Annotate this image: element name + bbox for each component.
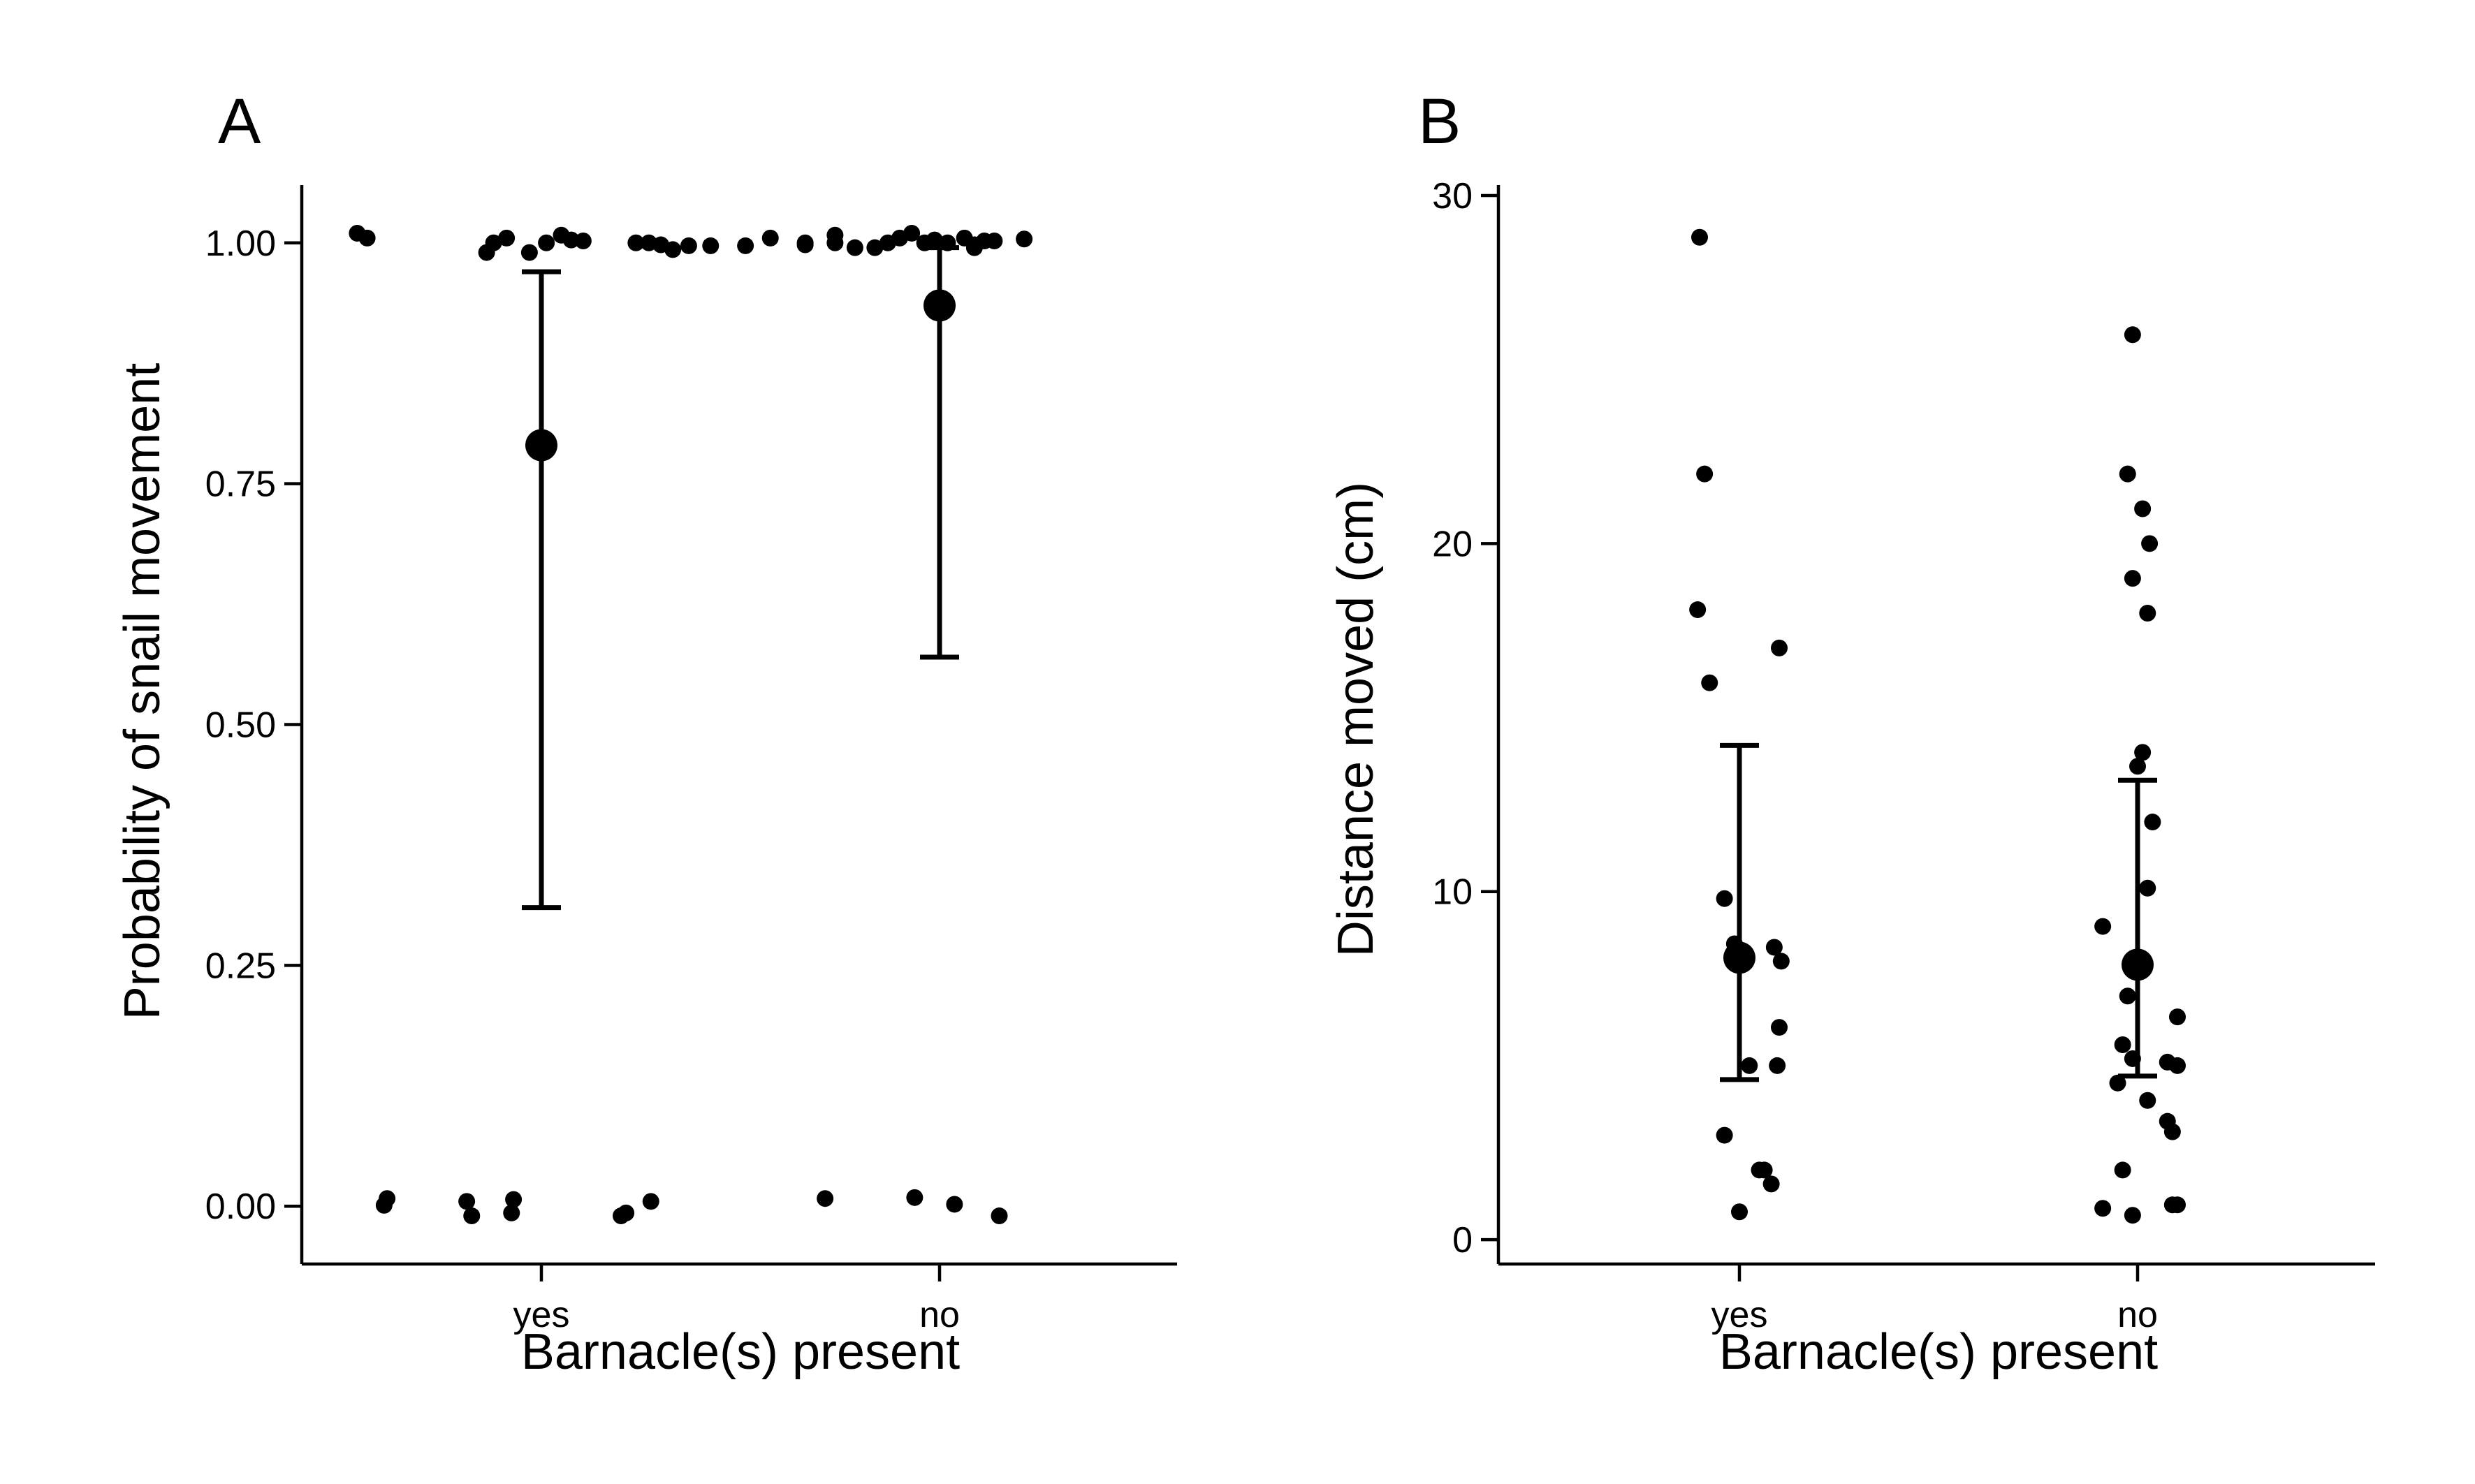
- panel-b-data-point: [2134, 744, 2152, 761]
- panel-b-data-point: [1691, 228, 1708, 246]
- panel-a-data-point: [680, 237, 697, 254]
- panel-b-mean-point-no: [2122, 948, 2154, 981]
- panel-b-data-point: [2109, 1074, 2126, 1092]
- panel-a-plot-area: 0.00 0.25 0.50 0.75 1.00: [205, 185, 1177, 1281]
- panel-a-data-point: [458, 1193, 476, 1210]
- panel-a-data-point: [965, 239, 983, 256]
- panel-b-data-point: [2094, 1200, 2112, 1217]
- panel-b-x-tick-yes: yes: [1711, 1295, 1768, 1335]
- panel-a-data-point: [664, 241, 682, 258]
- panel-b-data-point: [1755, 1161, 1773, 1179]
- panel-a-data-point: [627, 234, 645, 251]
- panel-b-label: B: [1418, 86, 1461, 157]
- panel-a-data-point: [866, 239, 884, 256]
- panel-b-data-point: [2169, 1008, 2186, 1026]
- panel-b-data-point: [1696, 465, 1714, 483]
- panel-b-data-point: [2119, 987, 2136, 1005]
- panel-b-distance-moved: B 0 10 20 30 yes no Barnacle(s) present Dis…: [1328, 86, 2375, 1380]
- panel-b-data-point: [1701, 674, 1718, 691]
- panel-b-data-point: [2124, 326, 2141, 344]
- panel-a-y-tick-label: 1.00: [205, 223, 276, 264]
- panel-b-data-point: [1772, 953, 1790, 970]
- panel-b-data-point: [2144, 814, 2161, 831]
- panel-a-data-point: [358, 229, 376, 247]
- panel-b-data-point: [2114, 1161, 2131, 1179]
- panel-b-data-point: [2124, 1207, 2141, 1224]
- panel-b-data-point: [1771, 639, 1788, 656]
- panel-a-y-tick-label: 0.00: [205, 1187, 276, 1227]
- panel-b-y-tick-label: 30: [1432, 176, 1473, 216]
- panel-a-x-tick-yes: yes: [513, 1295, 570, 1335]
- panel-a-probability-of-movement: A 0.00 0.25 0.50 0.75 1.00 yes no Barnacle(s…: [115, 86, 1177, 1380]
- panel-b-x-tick-no: no: [2117, 1295, 2158, 1335]
- panel-a-data-point: [846, 239, 863, 256]
- panel-a-data-point: [903, 224, 921, 242]
- panel-a-data-point: [562, 231, 580, 249]
- panel-b-data-point: [2114, 1036, 2131, 1054]
- panel-b-x-axis-title: Barnacle(s) present: [1719, 1324, 2158, 1380]
- panel-b-data-point: [2129, 758, 2146, 775]
- panel-b-data-point: [2094, 918, 2112, 935]
- panel-b-data-point: [1769, 1057, 1786, 1074]
- panel-a-data-point: [991, 1207, 1008, 1225]
- panel-a-data-point: [618, 1204, 635, 1221]
- panel-a-data-point: [505, 1191, 523, 1208]
- panel-a-data-point: [761, 229, 779, 247]
- panel-b-y-tick-label: 0: [1452, 1220, 1473, 1261]
- panel-a-x-axis-title: Barnacle(s) present: [521, 1324, 960, 1380]
- panel-a-data-point: [375, 1196, 393, 1214]
- panel-a-data-point: [498, 229, 516, 247]
- panel-a-data-point: [946, 1196, 963, 1213]
- panel-a-data-point: [826, 234, 844, 251]
- panel-a-data-point: [702, 237, 720, 254]
- panel-a-data-point: [463, 1207, 481, 1225]
- panel-a-data-point: [926, 231, 943, 249]
- panel-a-data-point: [520, 244, 538, 261]
- panel-a-y-tick-label: 0.75: [205, 464, 276, 505]
- panel-b-data-point: [2139, 1092, 2156, 1109]
- panel-a-mean-point-yes: [525, 429, 557, 462]
- panel-b-data-point: [1771, 1019, 1788, 1036]
- panel-b-data-point: [2119, 465, 2136, 483]
- panel-a-data-point: [574, 233, 592, 250]
- panel-a-data-point: [1016, 230, 1033, 248]
- panel-b-data-point: [1762, 1175, 1780, 1193]
- panel-a-data-point: [642, 1193, 659, 1210]
- panel-b-plot-area: 0 10 20 30: [1432, 176, 2375, 1281]
- panel-a-x-tick-no: no: [919, 1295, 960, 1335]
- panel-a-data-point: [906, 1189, 923, 1206]
- panel-b-data-point: [1741, 1057, 1758, 1074]
- panel-a-y-axis-title: Probability of snail movement: [115, 363, 170, 1020]
- panel-b-data-point: [2134, 500, 2152, 517]
- panel-a-data-point: [503, 1204, 520, 1221]
- panel-a-data-point: [538, 234, 555, 251]
- panel-a-data-point: [796, 236, 814, 254]
- panel-b-data-point: [2124, 570, 2141, 587]
- panel-b-data-point: [2139, 879, 2156, 897]
- panel-b-y-tick-label: 10: [1432, 872, 1473, 913]
- panel-b-data-point: [1716, 1126, 1733, 1144]
- panel-b-data-point: [2169, 1057, 2186, 1074]
- panel-b-data-point: [1765, 939, 1783, 956]
- panel-a-y-tick-label: 0.50: [205, 705, 276, 746]
- panel-a-data-point: [737, 237, 754, 254]
- panel-a-label: A: [218, 86, 261, 157]
- panel-b-data-point: [1731, 1203, 1748, 1221]
- panel-a-y-tick-label: 0.25: [205, 946, 276, 986]
- panel-b-data-point: [1716, 890, 1733, 907]
- panel-b-y-tick-label: 20: [1432, 524, 1473, 564]
- panel-b-data-point: [2141, 535, 2159, 552]
- panel-b-data-point: [2163, 1123, 2181, 1140]
- panel-a-data-point: [986, 233, 1003, 250]
- panel-b-data-point: [2169, 1196, 2186, 1214]
- panel-b-mean-point-yes: [1723, 941, 1755, 974]
- panel-b-data-point: [1689, 601, 1707, 619]
- panel-b-data-point: [2139, 605, 2156, 622]
- panel-a-data-point: [485, 234, 502, 251]
- panel-a-mean-point-no: [923, 289, 956, 322]
- panel-b-y-axis-title: Distance moved (cm): [1328, 482, 1384, 957]
- panel-a-data-point: [817, 1190, 834, 1207]
